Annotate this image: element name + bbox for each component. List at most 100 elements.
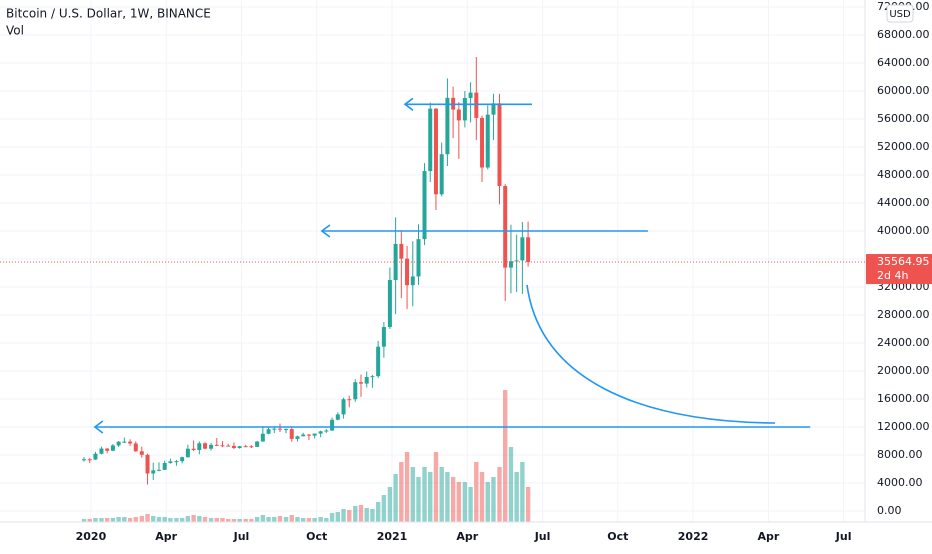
candle-body (474, 92, 479, 118)
candle-body (278, 428, 283, 430)
volume-bar (335, 512, 341, 522)
currency-badge[interactable] (886, 4, 914, 23)
volume-bar (387, 487, 393, 522)
candle-body (301, 434, 306, 437)
volume-bar (450, 477, 456, 522)
volume-bar (393, 474, 398, 522)
volume-bar (485, 482, 490, 522)
candle-body (162, 462, 167, 470)
volume-bar (237, 519, 242, 522)
y-tick-label: 40000.00 (877, 224, 930, 237)
candle-body (399, 243, 404, 259)
volume-bar (139, 516, 145, 522)
volume-bar (312, 518, 317, 522)
volume-bar (231, 519, 237, 522)
candle-body (122, 441, 127, 443)
y-tick-label: 16000.00 (877, 392, 930, 405)
volume-bar (156, 517, 162, 522)
volume-bar (525, 487, 531, 522)
candle-body (335, 414, 340, 420)
candle-body (82, 459, 87, 461)
candle-body (99, 448, 104, 454)
candle-body (485, 114, 490, 168)
volume-bar (295, 517, 300, 522)
candle-body (491, 103, 496, 115)
candle-body (353, 382, 358, 400)
y-tick-label: 68000.00 (877, 28, 930, 41)
volume-bar (289, 515, 294, 522)
arrow-head (320, 224, 331, 238)
candle-body (87, 459, 92, 461)
candle-body (410, 276, 415, 286)
volume-bar (151, 516, 156, 522)
candle-body (156, 469, 161, 471)
volume-pane (81, 390, 531, 522)
y-tick-label: 44000.00 (877, 196, 930, 209)
candle-body (272, 428, 277, 430)
volume-bar (358, 505, 364, 522)
arrow-head (93, 420, 104, 434)
candle-body (260, 433, 265, 442)
candle-body (231, 445, 236, 449)
candle-body (468, 92, 473, 99)
candle-body (462, 98, 467, 121)
volume-bar (162, 517, 167, 522)
countdown-label: 2d 4h (877, 269, 908, 282)
candle-body (226, 445, 231, 447)
volume-bar (520, 462, 525, 522)
volume-bar (266, 517, 271, 522)
candle-body (428, 108, 433, 172)
volume-bar (197, 516, 202, 522)
volume-bar (277, 516, 283, 522)
volume-bar (168, 518, 173, 522)
candles (82, 57, 531, 485)
candle-body (284, 429, 289, 431)
volume-bar (404, 452, 410, 522)
volume-bar (439, 467, 444, 522)
candle-body (393, 243, 398, 281)
candle-body (387, 280, 392, 328)
y-tick-label: 28000.00 (877, 308, 930, 321)
volume-bar (133, 517, 138, 522)
candle-body (405, 258, 410, 286)
candle-body (110, 445, 115, 451)
x-tick-label: Apr (456, 530, 478, 543)
candle-body (445, 97, 450, 155)
y-tick-label: 52000.00 (877, 140, 930, 153)
candle-body (295, 436, 300, 439)
volume-bar (208, 518, 214, 522)
candle-body (128, 441, 133, 444)
x-tick-label: Oct (607, 530, 628, 543)
candle-body (381, 327, 386, 347)
volume-bar (306, 518, 312, 522)
volume-bar (479, 472, 485, 522)
x-tick-label: 2022 (678, 530, 709, 543)
candle-body (324, 430, 329, 432)
x-tick-label: Jul (835, 530, 852, 543)
volume-bar (347, 510, 352, 522)
volume-bar (341, 509, 346, 522)
volume-bar (272, 517, 277, 522)
candle-body (376, 346, 381, 377)
candle-body (497, 103, 502, 186)
volume-bar (491, 477, 496, 522)
candle-body (306, 434, 311, 436)
volume-bar (145, 514, 150, 522)
candle-body (168, 461, 173, 463)
candle-body (133, 443, 138, 452)
volume-label: Vol (6, 24, 24, 38)
x-tick-label: Jul (534, 530, 551, 543)
y-tick-label: 4000.00 (877, 476, 923, 489)
x-tick-label: Apr (155, 530, 177, 543)
x-tick-label: 2020 (76, 530, 107, 543)
candle-body (203, 443, 208, 449)
candle-body (151, 470, 156, 474)
candle-body (433, 108, 438, 195)
volume-bar (260, 515, 266, 522)
projection-curve (526, 284, 776, 424)
volume-bar (174, 518, 179, 522)
volume-bar (416, 477, 421, 522)
